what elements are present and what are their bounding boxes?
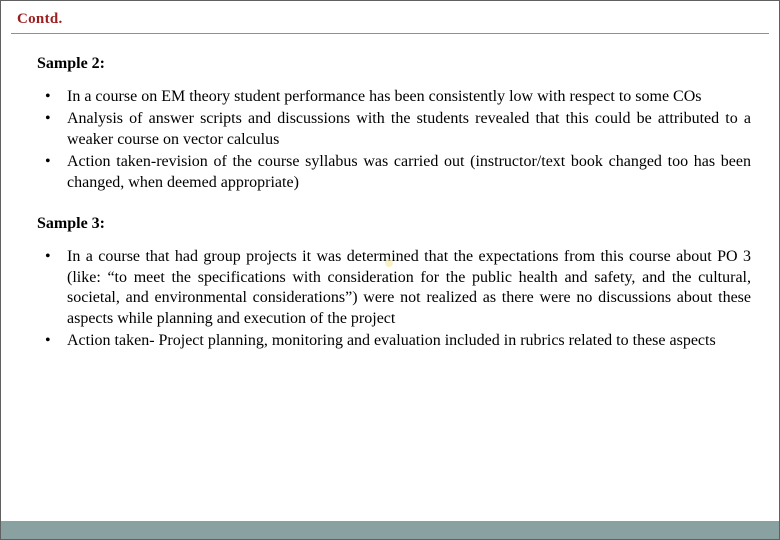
- decorative-dot: [385, 259, 393, 267]
- list-item: Analysis of answer scripts and discussio…: [67, 109, 751, 150]
- list-item: Action taken-revision of the course syll…: [67, 152, 751, 193]
- slide-content: Sample 2: In a course on EM theory stude…: [37, 55, 751, 354]
- sample-3-title: Sample 3:: [37, 215, 751, 233]
- sample-2-list: In a course on EM theory student perform…: [37, 87, 751, 193]
- sample-2-block: Sample 2: In a course on EM theory stude…: [37, 55, 751, 193]
- list-item: In a course that had group projects it w…: [67, 247, 751, 329]
- list-item: Action taken- Project planning, monitori…: [67, 331, 751, 351]
- slide: Contd. Sample 2: In a course on EM theor…: [0, 0, 780, 540]
- slide-header: Contd.: [17, 11, 63, 28]
- sample-3-block: Sample 3: In a course that had group pro…: [37, 215, 751, 351]
- list-item: In a course on EM theory student perform…: [67, 87, 751, 107]
- sample-2-title: Sample 2:: [37, 55, 751, 73]
- sample-3-list: In a course that had group projects it w…: [37, 247, 751, 351]
- header-underline: [11, 33, 769, 34]
- footer-band: [1, 521, 779, 539]
